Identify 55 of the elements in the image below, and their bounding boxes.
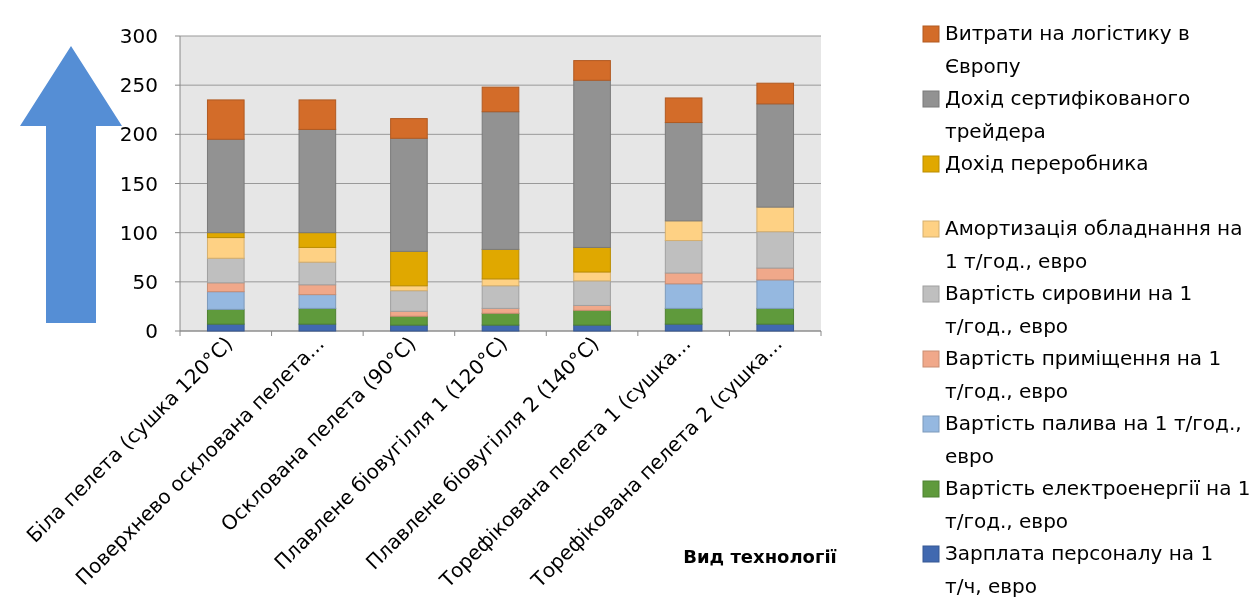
bar [481, 285, 520, 309]
bar [756, 323, 795, 332]
bar [390, 290, 428, 312]
legend-label: Амортизація обладнання на 1 т/год., евро [945, 216, 1243, 273]
bar [573, 280, 611, 306]
legend-label: Вартість палива на 1 т/год., евро [945, 411, 1242, 468]
y-tick-label: 0 [145, 319, 158, 343]
bar [390, 250, 428, 287]
legend-label: Зарплата персоналу на 1 т/ч, евро [945, 541, 1214, 598]
bar [206, 308, 245, 325]
bar [298, 284, 337, 296]
bar [206, 291, 245, 310]
bar [481, 248, 520, 280]
y-tick-label: 100 [119, 220, 158, 245]
legend-label: Дохід сертифікованого трейдера [945, 86, 1191, 143]
bar [573, 271, 611, 282]
bar [298, 232, 337, 248]
bar [206, 99, 245, 140]
bar [298, 323, 337, 332]
bar [664, 220, 703, 242]
bar [573, 309, 611, 326]
y-tick-label: 150 [119, 171, 158, 196]
legend-label: Вартість електроенергії на 1 т/год., евро [945, 476, 1251, 533]
bar [206, 237, 245, 259]
bar [573, 246, 611, 273]
x-axis-title: Вид технології [683, 546, 837, 567]
bar [756, 206, 795, 233]
bar [664, 97, 703, 124]
bar [756, 279, 795, 309]
y-tick-label: 50 [132, 269, 158, 294]
bar [664, 307, 703, 325]
bar [664, 240, 703, 274]
bar [298, 294, 337, 309]
y-tick-label: 200 [119, 122, 158, 147]
y-tick-label: 250 [119, 73, 158, 98]
bar [756, 82, 795, 105]
legend-label: Дохід переробника [945, 151, 1149, 175]
bar [206, 323, 245, 332]
y-tick-label: 300 [119, 24, 158, 48]
bar [206, 282, 245, 293]
bar [756, 307, 795, 325]
bar [664, 283, 703, 309]
bar [390, 315, 428, 326]
legend-label: Вартість приміщення на 1 т/год., евро [945, 346, 1222, 403]
bar [481, 312, 520, 326]
bar [664, 323, 703, 332]
bar [298, 307, 337, 325]
bar [390, 118, 428, 139]
legend-label: Вартість сировини на 1 т/год., евро [945, 281, 1193, 338]
bar [756, 267, 795, 281]
bar [298, 246, 337, 263]
legend-label: Витрати на логістику в Європу [945, 21, 1190, 78]
bar [573, 60, 611, 81]
bar [298, 99, 337, 130]
bar [481, 86, 520, 113]
